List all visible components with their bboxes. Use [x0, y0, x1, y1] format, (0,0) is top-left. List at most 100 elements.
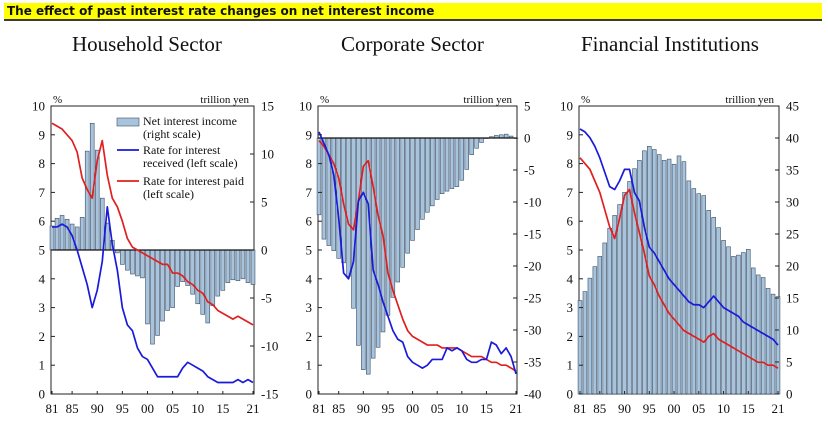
household-left-tick-label: 8 [39, 156, 46, 171]
corporate-x-tick-label: 21 [510, 401, 523, 416]
financial-x-tick-label: 81 [574, 401, 587, 416]
household-bar [250, 249, 256, 285]
household-bar [160, 249, 165, 322]
household-x-tick-label: 00 [141, 401, 154, 416]
corporate-bar [390, 137, 396, 298]
corporate-x-tick-label: 05 [431, 401, 444, 416]
corporate-x-tick-label: 00 [406, 401, 419, 416]
banner: The effect of past interest rate changes… [4, 3, 822, 21]
financial-bar [582, 291, 588, 395]
corporate-bar [346, 137, 351, 277]
financial-left-tick-label: 8 [567, 156, 574, 171]
financial-bar [632, 168, 637, 395]
financial-bar [612, 215, 617, 395]
household-right-tick-label: 5 [261, 195, 268, 210]
legend-paid-label-line1: Rate for interest paid [143, 174, 244, 188]
financial-right-tick-label: 30 [786, 195, 799, 210]
financial-bar [760, 277, 766, 395]
financial-x-tick-label: 00 [668, 401, 681, 416]
corporate-bar [449, 137, 455, 189]
corporate-x-tick-label: 81 [313, 401, 326, 416]
corporate-right-tick-label: -20 [524, 259, 541, 274]
financial-left-tick-label: 4 [567, 271, 574, 286]
financial-received-line [579, 128, 779, 346]
financial-right-tick-label: 5 [786, 355, 793, 370]
household-title: Household Sector [72, 32, 222, 56]
household-left-tick-label: 4 [39, 271, 46, 286]
financial-bar [721, 240, 726, 395]
household-bar [49, 225, 55, 251]
household-left-tick-label: 9 [39, 127, 46, 142]
corporate-left-unit: % [320, 94, 329, 106]
corporate-bar [479, 137, 484, 143]
corporate-bar [425, 137, 430, 213]
legend-bar-swatch [116, 117, 140, 127]
financial-bar [731, 256, 736, 395]
corporate-x-tick-label: 85 [332, 401, 345, 416]
corporate-bar [444, 137, 450, 192]
financial-left-tick-label: 7 [567, 185, 574, 200]
household-left-unit: % [53, 94, 62, 106]
corporate-x-tick-label: 15 [480, 401, 493, 416]
corporate-left-tick-label: 5 [306, 243, 313, 258]
financial-bar [617, 204, 622, 395]
financial-bar [726, 246, 731, 395]
corporate-bar [454, 137, 460, 187]
financial-right-tick-label: 45 [786, 99, 799, 114]
household-left-tick-label: 2 [39, 329, 46, 344]
financial-x-tick-label: 05 [692, 401, 705, 416]
financial-bar [652, 149, 657, 395]
financial-paid-line [579, 157, 779, 369]
household-left-tick-label: 1 [39, 358, 46, 373]
household-bar [240, 249, 246, 280]
household-left-tick-label: 0 [39, 387, 46, 402]
financial-bar [676, 155, 682, 395]
household-right-tick-label: 0 [261, 243, 268, 258]
legend-received-label-line2: received (left scale) [143, 156, 238, 170]
financial-bar [656, 154, 662, 395]
financial-bar [661, 160, 667, 395]
household-x-tick-label: 10 [191, 401, 204, 416]
household-left-tick-label: 6 [39, 214, 46, 229]
household-left-tick-label: 3 [39, 300, 46, 315]
financial-right-tick-label: 35 [786, 163, 799, 178]
household-bar [170, 249, 175, 308]
financial-left-tick-label: 10 [560, 99, 573, 114]
financial-bar [671, 163, 677, 395]
financial-bar [622, 192, 627, 395]
corporate-left-tick-label: 0 [306, 387, 313, 402]
household-bar [130, 249, 135, 275]
corporate-bar [459, 137, 465, 181]
household-bar [54, 218, 60, 251]
financial-bar [607, 227, 612, 395]
financial-right-tick-label: 10 [786, 323, 799, 338]
corporate-left-tick-label: 1 [306, 358, 313, 373]
financial-bar [696, 193, 702, 395]
corporate-title: Corporate Sector [341, 32, 484, 56]
corporate-right-tick-label: -35 [524, 355, 541, 370]
financial-left-tick-label: 5 [567, 243, 574, 258]
financial-left-unit: % [581, 94, 590, 106]
financial-bar [775, 296, 781, 395]
household-right-tick-label: 10 [261, 147, 274, 162]
legend-paid-label-line2: (left scale) [143, 187, 194, 201]
corporate-bar [366, 137, 371, 375]
financial-left-tick-label: 2 [567, 329, 574, 344]
corporate-right-tick-label: -15 [524, 227, 541, 242]
household-received-line [52, 205, 254, 384]
financial-x-tick-label: 10 [717, 401, 730, 416]
household-bar [120, 249, 125, 265]
household-bar [125, 249, 130, 271]
corporate-bar [410, 137, 415, 241]
household-bar [215, 249, 221, 297]
financial-bar [711, 217, 716, 395]
household-bar [245, 249, 251, 283]
corporate-right-tick-label: 0 [524, 131, 531, 146]
household-bar [150, 249, 155, 345]
household-x-tick-label: 85 [66, 401, 79, 416]
household-bar [210, 249, 216, 306]
banner-title: The effect of past interest rate changes… [7, 4, 435, 18]
corporate-left-tick-label: 10 [299, 99, 312, 114]
corporate-bar [400, 137, 405, 268]
